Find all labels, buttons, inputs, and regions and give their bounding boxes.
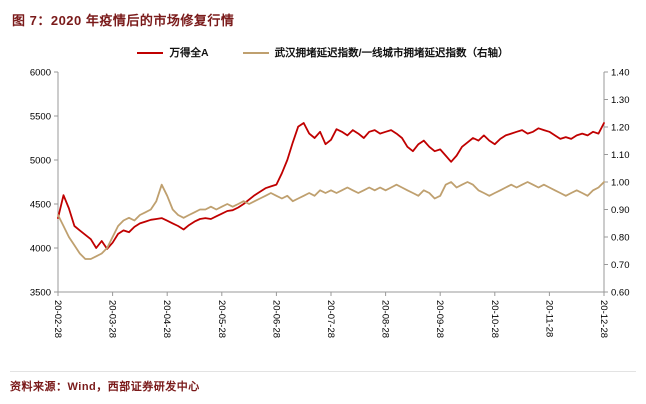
legend-item-wande-a: 万得全A	[137, 45, 209, 60]
source-note: 资料来源：Wind，西部证券研发中心	[10, 371, 636, 394]
svg-text:20-09-28: 20-09-28	[434, 300, 445, 338]
svg-text:20-04-28: 20-04-28	[161, 300, 172, 338]
legend-item-congestion-index: 武汉拥堵延迟指数/一线城市拥堵延迟指数（右轴）	[242, 45, 509, 60]
svg-text:20-06-28: 20-06-28	[270, 300, 281, 338]
legend-line-tan-icon	[242, 51, 269, 54]
svg-text:0.80: 0.80	[611, 233, 630, 244]
svg-text:3500: 3500	[30, 288, 51, 299]
svg-text:20-12-28: 20-12-28	[598, 300, 609, 338]
svg-text:1.30: 1.30	[611, 95, 630, 106]
svg-text:4000: 4000	[30, 244, 51, 255]
chart-legend: 万得全A 武汉拥堵延迟指数/一线城市拥堵延迟指数（右轴）	[10, 45, 636, 60]
svg-text:0.90: 0.90	[611, 205, 630, 216]
svg-text:0.70: 0.70	[611, 260, 630, 271]
svg-text:5000: 5000	[30, 156, 51, 167]
svg-text:20-02-28: 20-02-28	[52, 300, 63, 338]
svg-text:1.00: 1.00	[611, 178, 630, 189]
svg-text:1.20: 1.20	[611, 123, 630, 134]
svg-text:20-10-28: 20-10-28	[489, 300, 500, 338]
svg-text:20-07-28: 20-07-28	[325, 300, 336, 338]
legend-label-wande-a: 万得全A	[169, 47, 209, 59]
svg-text:4500: 4500	[30, 200, 51, 211]
figure-title: 图 7：2020 年疫情后的市场修复行情	[12, 13, 235, 28]
svg-text:20-11-28: 20-11-28	[543, 300, 554, 337]
svg-text:20-08-28: 20-08-28	[380, 300, 391, 338]
svg-text:1.40: 1.40	[611, 68, 630, 79]
chart-area: 3500 4000 4500 5000 5500 6000 0.60 0.70 0.80 0.90…	[10, 62, 636, 367]
svg-text:20-05-28: 20-05-28	[216, 300, 227, 338]
line-chart: 3500 4000 4500 5000 5500 6000 0.60 0.70 0.80 0.90…	[30, 68, 630, 339]
svg-text:6000: 6000	[30, 68, 51, 79]
svg-text:0.60: 0.60	[611, 288, 630, 299]
legend-label-congestion-index: 武汉拥堵延迟指数/一线城市拥堵延迟指数（右轴）	[274, 47, 509, 59]
svg-text:20-03-28: 20-03-28	[107, 300, 118, 338]
svg-text:5500: 5500	[30, 112, 51, 123]
legend-line-red-icon	[137, 51, 164, 54]
svg-text:1.10: 1.10	[611, 150, 630, 161]
